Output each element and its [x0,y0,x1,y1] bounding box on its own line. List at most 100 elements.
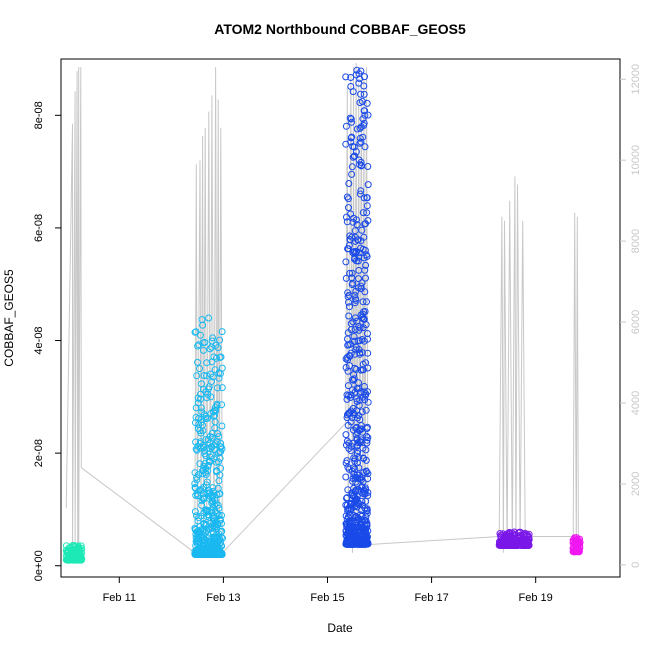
data-point [363,436,371,444]
data-point [203,359,211,367]
data-point [355,453,363,461]
series-flight-3 [342,66,372,548]
data-point [359,98,366,105]
data-point [364,349,372,357]
data-point [216,454,224,462]
data-point [359,428,367,436]
data-point [364,111,372,119]
x-axis-label: Date [327,621,353,635]
data-point [204,467,212,475]
data-point [192,328,200,336]
data-point [217,353,225,361]
data-point [199,427,207,435]
data-point [195,341,203,349]
data-point [346,352,354,360]
data-point [343,457,351,465]
data-point [342,364,350,371]
data-point [199,346,207,354]
data-point [350,375,358,383]
data-point [355,275,362,283]
data-point [361,308,369,315]
data-point [351,227,359,235]
data-point [217,528,225,536]
data-point [364,434,372,442]
left-tick-label: 2e-08 [33,439,45,467]
data-point [351,248,359,255]
data-point [360,82,368,90]
data-point [346,269,354,277]
data-point [195,514,203,522]
data-point [357,187,365,195]
bottom-tick-label: Feb 15 [310,592,344,604]
data-point [199,470,206,478]
data-point [364,330,371,337]
data-point [206,345,214,353]
data-point [355,412,363,419]
data-point [214,344,222,352]
data-point [363,509,371,517]
chart-title: ATOM2 Northbound COBBAF_GEOS5 [214,21,466,37]
data-point [344,195,352,203]
data-point [350,454,358,462]
data-point [347,418,355,426]
data-point [353,449,361,457]
data-point [350,371,358,379]
data-point [346,303,353,311]
data-point [351,364,359,372]
data-point [363,202,371,210]
data-point [194,399,202,407]
left-tick-label: 4e-08 [33,326,45,354]
data-point [193,372,201,380]
data-point [363,519,371,527]
data-point [219,534,226,542]
data-point [78,555,86,563]
data-point [191,508,199,516]
data-point [208,378,215,385]
data-point [215,504,223,512]
data-point [345,298,352,306]
data-point [346,394,354,401]
data-point [215,512,223,519]
data-point [352,148,360,156]
data-point [351,152,359,160]
data-point [213,467,220,475]
data-point [351,314,359,322]
y-axis-label: COBBAF_GEOS5 [2,269,16,367]
data-point [347,74,355,81]
data-point [352,249,359,257]
data-point [362,321,370,329]
data-point [351,465,359,473]
data-point [195,471,203,479]
data-point [343,494,351,502]
series-flight-2 [191,314,226,558]
data-point [214,458,222,466]
data-point [360,90,368,98]
data-point [345,180,353,187]
data-point [342,258,350,266]
data-point [211,404,219,412]
data-point [202,413,210,420]
data-point [204,462,212,470]
data-point [348,170,356,178]
data-point [525,530,533,538]
data-point [350,333,358,340]
data-point [342,473,350,481]
series-flight-5 [569,534,584,556]
data-point [364,470,372,478]
data-point [353,221,361,229]
data-point [342,122,350,130]
data-point [346,114,354,122]
data-point [218,364,226,372]
data-point [363,209,371,217]
data-point [362,261,370,269]
data-point [359,298,367,306]
plot-frame [60,58,621,578]
data-point [358,497,366,505]
data-point [199,321,207,329]
data-point [201,338,209,346]
data-point [361,288,369,296]
right-tick-label: 8000 [630,229,642,253]
data-point [355,401,363,409]
data-point [361,73,368,81]
data-point [361,143,369,151]
